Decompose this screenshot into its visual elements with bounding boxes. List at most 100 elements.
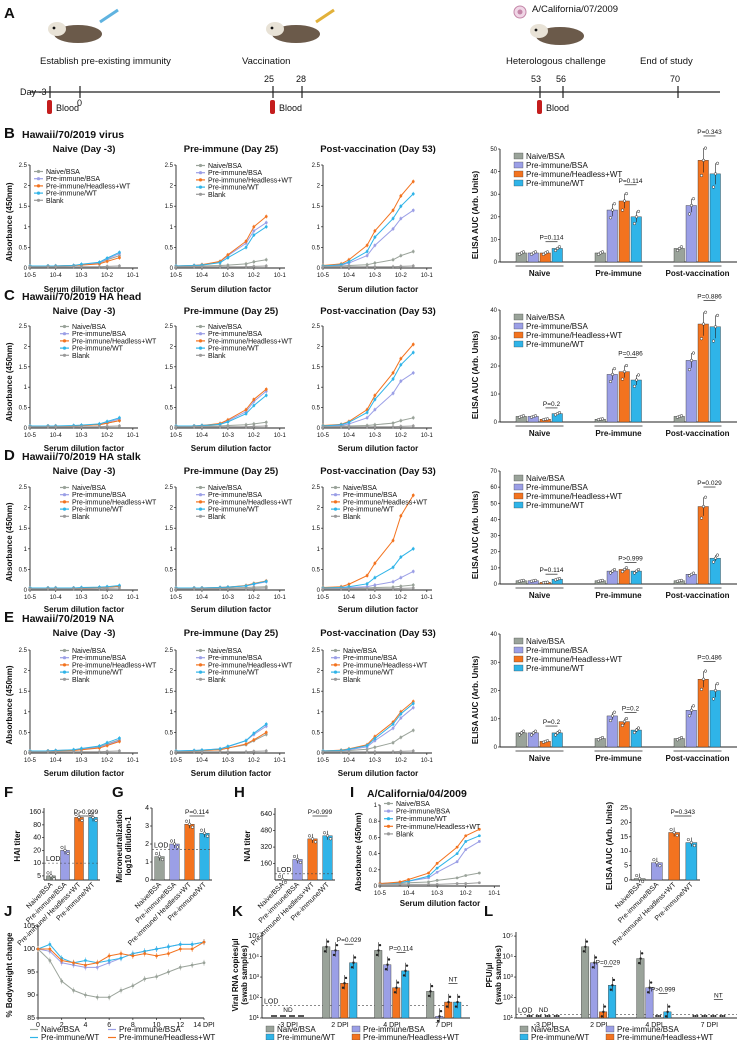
row-d-curve-2-point bbox=[252, 586, 256, 590]
row-e-curve-3-point bbox=[365, 744, 369, 747]
row-c-curve-2-ytick-label: 2.5 bbox=[165, 324, 174, 330]
row-d-curve-3-point bbox=[411, 586, 415, 590]
row-c-curve-3-point bbox=[365, 416, 369, 420]
row-b-curve-1-point bbox=[118, 250, 121, 254]
row-c-auc-ylabel: ELISA AUC (Arb. Units) bbox=[471, 331, 480, 420]
row-b-curve-3-point bbox=[391, 258, 395, 262]
row-b-auc-dot bbox=[624, 192, 629, 196]
row-e-auc-bar bbox=[515, 732, 527, 748]
row-e-auc-dot bbox=[608, 719, 613, 723]
panel-k-bar bbox=[401, 970, 410, 1019]
row-d-curve-3-ytick-label: 1.5 bbox=[312, 526, 321, 532]
panel-i-ytick-label: 0.4 bbox=[369, 852, 378, 858]
row-e-post-legend-marker bbox=[333, 677, 338, 681]
row-b-ylabel: Absorbance (450nm) bbox=[5, 182, 14, 261]
panel-k-dot bbox=[402, 974, 406, 977]
panel-k-dot bbox=[438, 1015, 441, 1018]
row-d-curve-3-point bbox=[339, 587, 343, 591]
row-c-curve-3-point bbox=[373, 398, 377, 401]
panel-i-ytick-label: 0 bbox=[374, 884, 378, 890]
row-b-auc-bar bbox=[697, 160, 709, 263]
panel-i-legend-label: Pre-immune/WT bbox=[396, 816, 448, 823]
row-e-curve-3-point bbox=[411, 700, 415, 703]
panel-k-dot bbox=[291, 1015, 293, 1017]
row-e-curve-2-point bbox=[218, 750, 222, 754]
row-c-curve-1-point bbox=[72, 425, 76, 429]
row-c-auc-legend-label: Pre-immune/Headless+WT bbox=[526, 331, 622, 340]
row-e-auc-dot bbox=[533, 729, 538, 733]
panel-j-point bbox=[48, 959, 52, 962]
panel-j-point bbox=[155, 947, 158, 951]
row-e-auc-legend-label: Pre-immune/WT bbox=[526, 664, 584, 673]
row-c-curve-2-ytick-label: 1.5 bbox=[165, 365, 174, 371]
row-d-curve-3-xtick-label: 10-1 bbox=[421, 595, 434, 601]
panel-g-ylabel-1: Microneutralization bbox=[115, 809, 124, 882]
row-d-xlabel-2: Serum dilution factor bbox=[191, 605, 271, 614]
row-e-curve-3-point bbox=[339, 750, 343, 754]
row-b-curve-2-point bbox=[252, 264, 256, 268]
row-b-curve-2-point bbox=[244, 241, 248, 245]
row-d-pre-legend-marker bbox=[198, 514, 203, 518]
row-d-auc-dot bbox=[703, 495, 708, 499]
row-c-curve-1-point bbox=[105, 420, 109, 423]
row-d-xlabel-1: Serum dilution factor bbox=[44, 605, 124, 614]
row-b-curve-3-point bbox=[373, 261, 377, 265]
row-c-curve-2-point bbox=[264, 424, 268, 428]
panel-j-point bbox=[107, 954, 111, 958]
row-e-auc-legend-swatch bbox=[513, 637, 524, 645]
row-d-auc-legend-label: Naive/BSA bbox=[526, 474, 565, 483]
panel-l-dot bbox=[535, 1015, 538, 1017]
panel-j-ytick-label: 90 bbox=[27, 992, 35, 999]
row-e-curve-3-point bbox=[347, 747, 351, 751]
row-b-curve-1-point bbox=[118, 254, 121, 258]
charts-layer: 0 0.5 1 1.5 2 2.5 10-5 10-4 10-3 10-2 10-1 0 0.5 1 1.5… bbox=[17, 129, 737, 1040]
row-e-curve-3-point bbox=[373, 750, 377, 754]
row-c-curve-1-point bbox=[98, 422, 101, 426]
timeline-ticks bbox=[49, 86, 679, 98]
row-c-auc-bar bbox=[630, 379, 642, 423]
panel-j-xtick-label: 4 bbox=[83, 1022, 87, 1029]
row-c-auc-group-label: Pre-immune bbox=[595, 429, 642, 438]
row-c-auc-legend-label: Pre-immune/BSA bbox=[526, 322, 588, 331]
panel-i-point bbox=[464, 848, 468, 851]
panel-k-dot bbox=[273, 1015, 275, 1017]
panel-k-dot bbox=[429, 990, 432, 993]
panel-g-label: G bbox=[112, 784, 124, 801]
row-b-curve-2-xtick-label: 10-3 bbox=[222, 273, 235, 279]
row-c-pre-legend-label: Blank bbox=[208, 353, 226, 360]
row-e-curve-3-series-line bbox=[322, 701, 414, 752]
row-d-post-legend-label: Blank bbox=[343, 514, 361, 521]
row-d-curve-1-point bbox=[28, 587, 32, 591]
panel-k-xtick-label: 4 DPI bbox=[383, 1022, 401, 1029]
row-d-post-legend-label: Pre-immune/BSA bbox=[343, 492, 397, 499]
row-e-curve-1-xtick-label: 10-2 bbox=[101, 758, 114, 764]
row-b-xlabel-1: Serum dilution factor bbox=[44, 285, 124, 294]
row-d-curve-3-ytick-label: 2 bbox=[317, 506, 321, 512]
panel-i-auc-ytick-label: 25 bbox=[620, 805, 628, 812]
panel-g-ytick-label: 1 bbox=[145, 859, 149, 866]
row-c-pre-legend-label: Naive/BSA bbox=[208, 324, 242, 331]
row-b-curve-3-ytick-label: 2 bbox=[317, 184, 321, 190]
row-b-curve-1-xtick-label: 10-5 bbox=[24, 273, 37, 279]
panel-l-ytick-label: 10⁴ bbox=[502, 954, 513, 961]
row-c-curve-1-point bbox=[118, 424, 121, 428]
row-b-auc-dot bbox=[521, 250, 526, 254]
row-e-curve-2-xtick-label: 10-5 bbox=[170, 758, 183, 764]
panel-l-dot bbox=[537, 1015, 540, 1017]
row-c-curve-1-ytick-label: 1 bbox=[24, 385, 28, 391]
panel-l-dot bbox=[555, 1015, 558, 1017]
event-establish: Establish pre-existing immunity bbox=[40, 56, 171, 67]
row-e-auc-ytick-label: 30 bbox=[490, 660, 497, 666]
row-e-curve-2-xtick-label: 10-4 bbox=[196, 758, 209, 764]
row-e-curve-3-point bbox=[399, 710, 403, 714]
panel-k-dot bbox=[332, 953, 336, 957]
row-b-auc-group-label: Naive bbox=[529, 269, 551, 278]
panel-j-point bbox=[60, 959, 64, 962]
row-e-auc-dot bbox=[701, 677, 706, 681]
panel-f-lod-label: LOD bbox=[46, 856, 60, 863]
row-d-curve-3-xtick-label: 10-5 bbox=[317, 595, 330, 601]
panel-h-dot bbox=[295, 857, 300, 861]
panel-l-dot bbox=[639, 957, 642, 960]
row-c-curve-1-point bbox=[54, 425, 58, 429]
row-e-naive-legend-label: Pre-immune/Headless+WT bbox=[72, 662, 157, 669]
